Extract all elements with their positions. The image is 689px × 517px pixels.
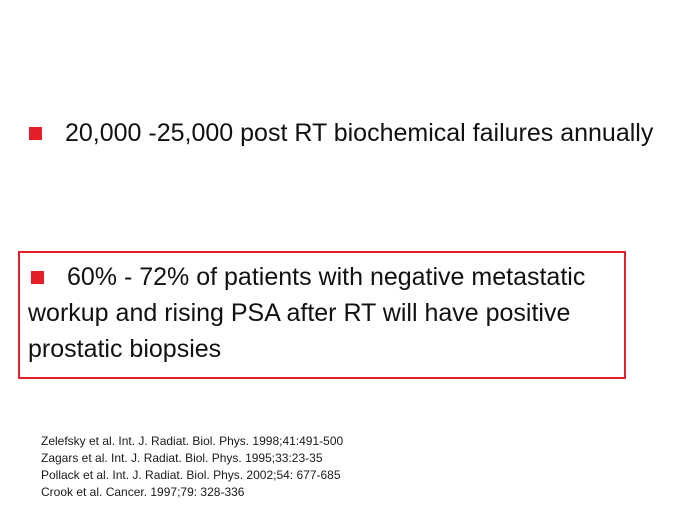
red-square-bullet-icon — [29, 127, 42, 140]
bullet-item-biochemical-failures: 20,000 -25,000 post RT biochemical failu… — [26, 115, 666, 151]
bullet-text: 20,000 -25,000 post RT biochemical failu… — [65, 119, 654, 147]
reference-item: Crook et al. Cancer. 1997;79: 328-336 — [41, 485, 245, 499]
reference-item: Pollack et al. Int. J. Radiat. Biol. Phy… — [41, 468, 341, 482]
highlighted-bullet-box: 60% - 72% of patients with negative meta… — [18, 251, 626, 379]
bullet-text: 60% - 72% of patients with negative meta… — [28, 263, 586, 363]
red-square-bullet-icon — [31, 271, 44, 284]
reference-item: Zelefsky et al. Int. J. Radiat. Biol. Ph… — [41, 434, 344, 448]
references-list: Zelefsky et al. Int. J. Radiat. Biol. Ph… — [41, 433, 461, 501]
reference-item: Zagars et al. Int. J. Radiat. Biol. Phys… — [41, 451, 323, 465]
